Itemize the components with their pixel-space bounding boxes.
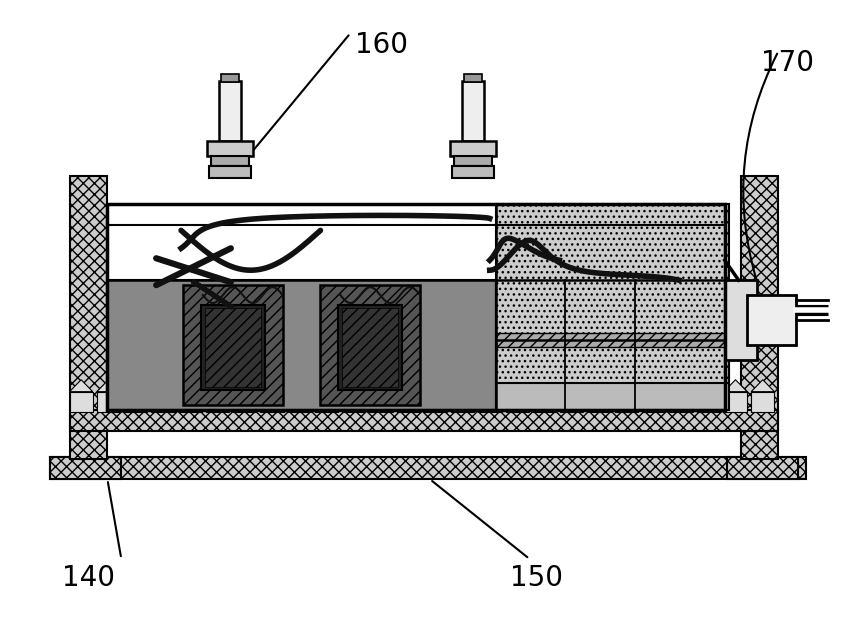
- Polygon shape: [397, 380, 420, 392]
- Bar: [746, 295, 796, 345]
- Bar: [209, 166, 251, 178]
- Bar: [50, 457, 806, 479]
- Bar: [108, 203, 725, 410]
- Bar: [108, 280, 496, 410]
- Bar: [260, 392, 283, 411]
- Bar: [505, 392, 529, 411]
- Bar: [70, 176, 108, 459]
- Bar: [343, 308, 398, 387]
- Bar: [462, 81, 483, 141]
- Bar: [451, 392, 474, 411]
- Bar: [108, 203, 725, 380]
- Polygon shape: [451, 380, 474, 392]
- Bar: [740, 176, 778, 459]
- Polygon shape: [642, 380, 666, 392]
- Bar: [151, 392, 175, 411]
- Bar: [727, 457, 798, 479]
- Bar: [219, 81, 241, 141]
- Bar: [533, 392, 556, 411]
- Bar: [725, 280, 756, 360]
- Polygon shape: [179, 380, 202, 392]
- Polygon shape: [370, 380, 393, 392]
- Polygon shape: [315, 380, 338, 392]
- Bar: [370, 392, 393, 411]
- Bar: [343, 392, 365, 411]
- Bar: [315, 392, 338, 411]
- Polygon shape: [424, 380, 447, 392]
- Bar: [50, 457, 121, 479]
- Bar: [496, 203, 728, 383]
- Polygon shape: [505, 380, 529, 392]
- Text: 140: 140: [62, 564, 114, 592]
- Polygon shape: [478, 380, 502, 392]
- Bar: [588, 392, 611, 411]
- Bar: [207, 141, 253, 156]
- Polygon shape: [124, 380, 148, 392]
- Polygon shape: [533, 380, 556, 392]
- Polygon shape: [287, 380, 311, 392]
- Bar: [452, 166, 494, 178]
- Bar: [751, 392, 774, 411]
- Bar: [220, 74, 239, 82]
- Bar: [424, 392, 447, 411]
- Bar: [338, 305, 402, 390]
- Bar: [642, 392, 666, 411]
- Polygon shape: [343, 380, 365, 392]
- Bar: [124, 392, 148, 411]
- Bar: [70, 410, 778, 432]
- Bar: [496, 280, 728, 410]
- Bar: [724, 392, 747, 411]
- Bar: [454, 156, 492, 166]
- Polygon shape: [233, 380, 256, 392]
- Bar: [561, 392, 583, 411]
- Bar: [97, 392, 120, 411]
- Bar: [321, 285, 420, 404]
- Bar: [464, 74, 482, 82]
- Bar: [287, 392, 311, 411]
- Bar: [669, 392, 693, 411]
- Bar: [233, 392, 256, 411]
- Bar: [70, 392, 92, 411]
- Polygon shape: [588, 380, 611, 392]
- Polygon shape: [151, 380, 175, 392]
- Bar: [496, 333, 728, 347]
- Bar: [211, 156, 248, 166]
- Bar: [397, 392, 420, 411]
- Text: 160: 160: [355, 31, 408, 59]
- Polygon shape: [669, 380, 693, 392]
- Bar: [205, 308, 260, 387]
- Polygon shape: [97, 380, 120, 392]
- Text: 150: 150: [510, 564, 562, 592]
- Text: 170: 170: [761, 49, 813, 77]
- Bar: [183, 285, 282, 404]
- Bar: [697, 392, 720, 411]
- Polygon shape: [70, 380, 92, 392]
- Bar: [450, 141, 496, 156]
- Bar: [206, 392, 229, 411]
- Polygon shape: [724, 380, 747, 392]
- Bar: [478, 392, 502, 411]
- Polygon shape: [561, 380, 583, 392]
- Polygon shape: [615, 380, 638, 392]
- Bar: [615, 392, 638, 411]
- Polygon shape: [206, 380, 229, 392]
- Polygon shape: [260, 380, 283, 392]
- Bar: [201, 305, 265, 390]
- Polygon shape: [751, 380, 774, 392]
- Bar: [179, 392, 202, 411]
- Polygon shape: [697, 380, 720, 392]
